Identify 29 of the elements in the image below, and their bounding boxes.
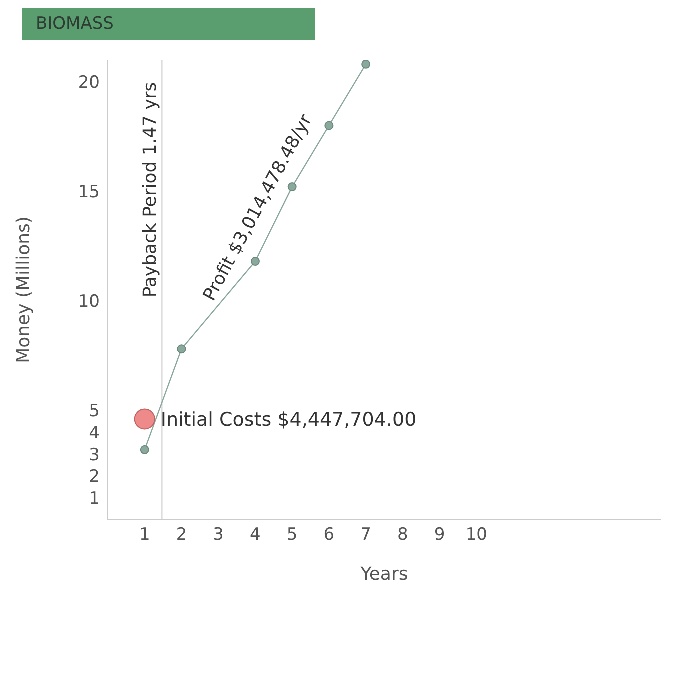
point <box>177 344 186 354</box>
x-tick-label: 3 <box>213 525 224 546</box>
x-axis-title: Years <box>360 564 408 585</box>
y-tick-label: 20 <box>78 72 100 93</box>
x-tick-label: 2 <box>176 525 188 546</box>
y-tick-label: 1 <box>89 489 100 510</box>
x-tick-label: 6 <box>324 525 335 546</box>
y-tick-label: 10 <box>78 292 100 312</box>
point <box>324 121 334 130</box>
y-axis-title: Money (Millions) <box>13 216 34 364</box>
ref-line-label: Payback Period 1.47 yrs <box>140 82 162 298</box>
y-tick-label: 2 <box>89 467 100 488</box>
x-tick-label: 7 <box>360 525 372 546</box>
y-tick-label: 15 <box>78 182 100 202</box>
x-tick-label: 1 <box>139 525 150 546</box>
y-tick-label: 5 <box>89 402 100 422</box>
chart-title: BIOMASS <box>22 8 315 40</box>
point <box>140 445 150 454</box>
x-tick-label: 4 <box>250 525 261 546</box>
x-tick-label: 9 <box>434 525 446 546</box>
x-tick-label: 10 <box>466 525 488 546</box>
x-tick-label: 8 <box>398 525 408 546</box>
y-tick-label: 3 <box>89 445 100 466</box>
point <box>250 257 260 266</box>
x-tick-label: 5 <box>286 525 298 546</box>
point <box>362 60 371 69</box>
y-tick-label: 4 <box>89 423 100 444</box>
point <box>134 408 156 430</box>
annotation: Initial Costs $4,447,704.00 <box>160 409 417 432</box>
